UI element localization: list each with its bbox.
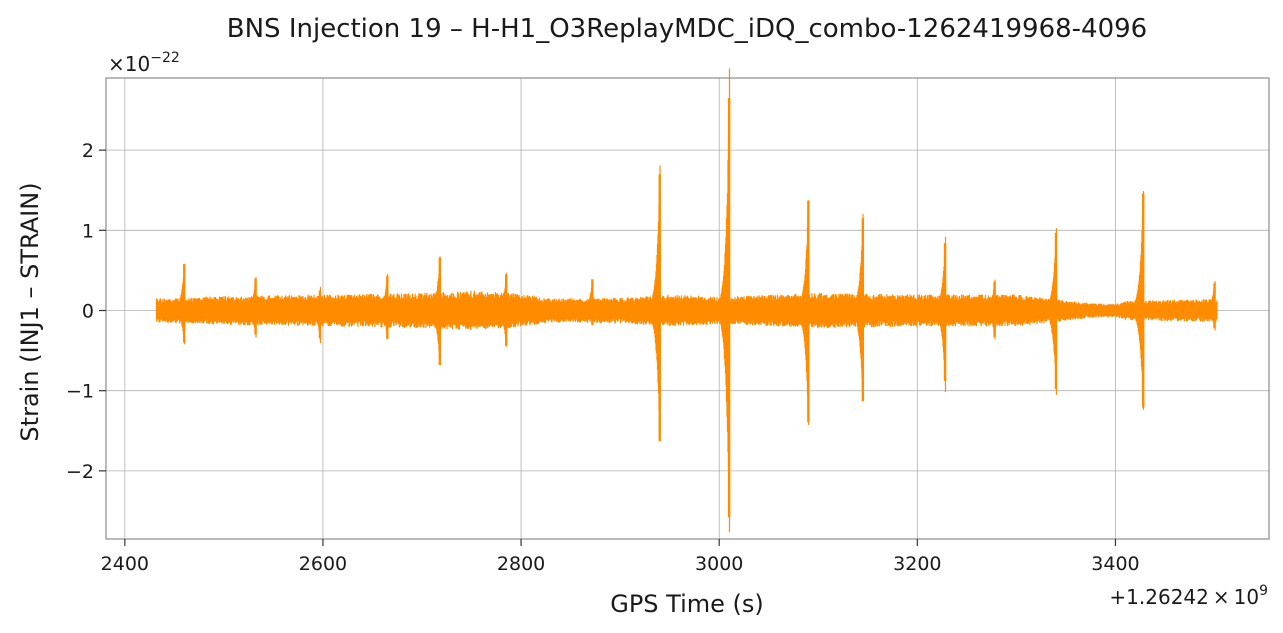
x-offset-exponent: 9 (1259, 583, 1268, 599)
y-scale-label: ×10−22 (108, 50, 180, 76)
plot-frame (105, 77, 1270, 540)
x-tick-label: 2800 (497, 553, 545, 575)
y-axis-ticks: −2 −1 0 1 2 (66, 140, 106, 483)
x-tick-label: 2400 (101, 553, 149, 575)
y-scale-exponent: −22 (150, 50, 180, 66)
y-tick-label: −1 (66, 381, 94, 403)
x-tick-label: 3200 (893, 553, 941, 575)
x-axis-ticks: 2400 2600 2800 3000 3200 3400 (101, 539, 1140, 575)
y-tick-label: 0 (82, 301, 94, 323)
y-tick-label: 2 (82, 140, 94, 162)
x-tick-label: 2600 (299, 553, 347, 575)
x-tick-label: 3400 (1091, 553, 1139, 575)
x-offset-label: +1.26242 × 109 (1109, 583, 1268, 609)
x-tick-label: 3000 (695, 553, 743, 575)
y-scale-base: ×10 (108, 52, 150, 76)
x-offset-base: +1.26242 × 10 (1109, 585, 1259, 609)
strain-series (155, 68, 1218, 533)
y-tick-label: 1 (82, 220, 94, 242)
y-tick-label: −2 (66, 461, 94, 483)
x-axis-label: GPS Time (s) (610, 590, 764, 618)
y-axis-label: Strain (INJ1 – STRAIN) (16, 182, 44, 441)
chart-title: BNS Injection 19 – H-H1_O3ReplayMDC_iDQ_… (227, 14, 1147, 44)
